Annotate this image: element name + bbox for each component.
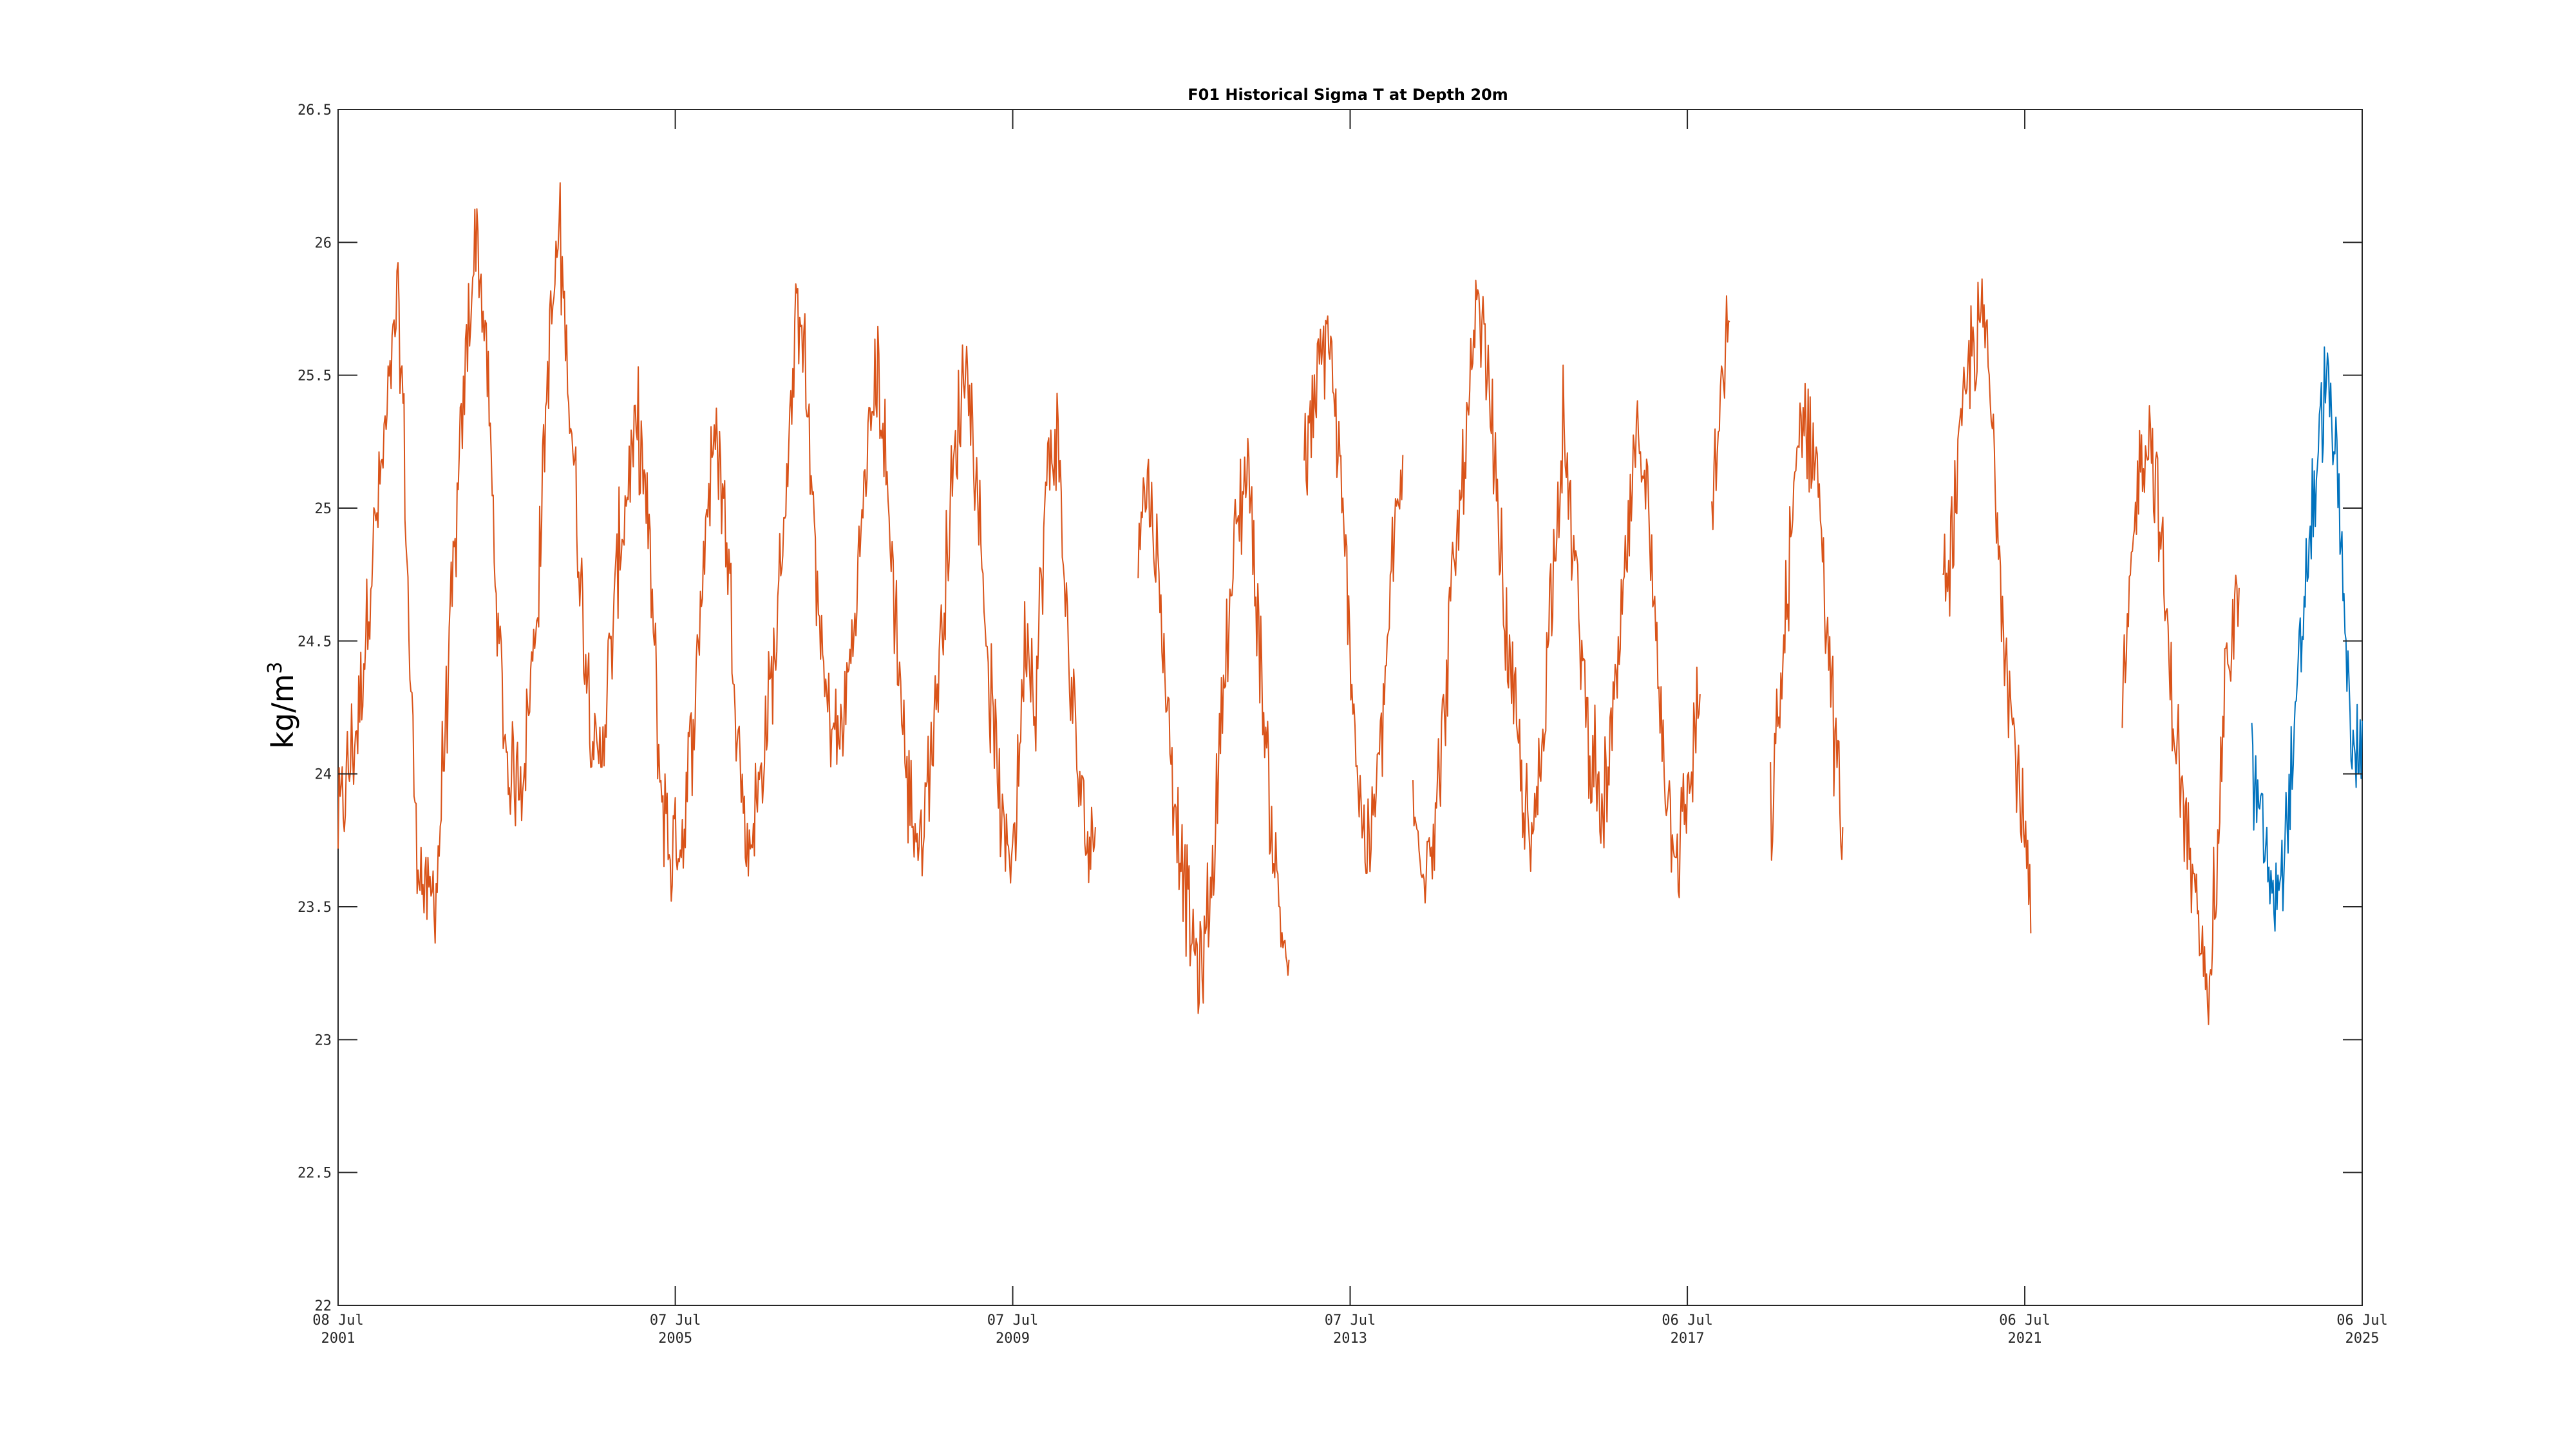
series-0-segment-5 [1770, 383, 1844, 861]
y-tick-label: 26 [315, 235, 332, 251]
x-tick-label-year: 2005 [658, 1331, 692, 1347]
series-0 [337, 182, 2240, 1025]
y-tick-label: 23 [315, 1032, 332, 1048]
x-tick-label-day: 08 Jul [312, 1312, 363, 1329]
y-tick-label: 24.5 [298, 634, 332, 650]
series-0-segment-3 [1412, 279, 1701, 904]
y-tick-label: 24 [315, 767, 332, 783]
series-0-segment-4 [1711, 295, 1730, 531]
y-tick-label: 23.5 [298, 900, 332, 916]
x-tick-label-year: 2021 [2008, 1331, 2042, 1347]
y-axis-label-superscript: 3 [264, 661, 287, 674]
x-tick-label-year: 2017 [1671, 1331, 1705, 1347]
y-tick-label: 25.5 [298, 368, 332, 384]
x-tick-label-day: 07 Jul [1325, 1312, 1376, 1329]
series-layer [337, 182, 2363, 1025]
series-0-segment-6 [1942, 278, 2032, 934]
y-tick-label: 25 [315, 501, 332, 517]
y-tick-label: 22 [315, 1298, 332, 1314]
axis-layer: 22 22.5 23 23.5 24 24.5 25 25.5 26 26.5 08 Jul 2001… [298, 102, 2388, 1347]
plot-area [337, 109, 2363, 1306]
x-tick-label-day: 07 Jul [650, 1312, 701, 1329]
series-0-segment-7 [2121, 405, 2240, 1025]
x-tick-label-day: 07 Jul [987, 1312, 1038, 1329]
x-tick-label-year: 2013 [1333, 1331, 1367, 1347]
y-axis-label: kg/m3 [264, 661, 300, 748]
series-0-segment-2 [1303, 315, 1404, 875]
series-1 [2251, 346, 2363, 932]
y-tick-label: 22.5 [298, 1166, 332, 1182]
series-0-segment-1 [1137, 437, 1290, 1014]
series-1-segment-0 [2251, 346, 2363, 932]
y-axis-label-unit: kg/m [265, 674, 300, 748]
y-tick-label: 26.5 [298, 102, 332, 118]
x-tick-label-day: 06 Jul [1999, 1312, 2050, 1329]
series-0-segment-0 [337, 182, 1096, 944]
x-tick-label-day: 06 Jul [1662, 1312, 1712, 1329]
x-tick-label-year: 2025 [2345, 1331, 2380, 1347]
plot-frame [337, 109, 2363, 1306]
x-tick-label-year: 2001 [321, 1331, 355, 1347]
x-tick-label-day: 06 Jul [2336, 1312, 2387, 1329]
x-tick-label-year: 2009 [996, 1331, 1030, 1347]
chart-title: F01 Historical Sigma T at Depth 20m [1188, 86, 1508, 104]
